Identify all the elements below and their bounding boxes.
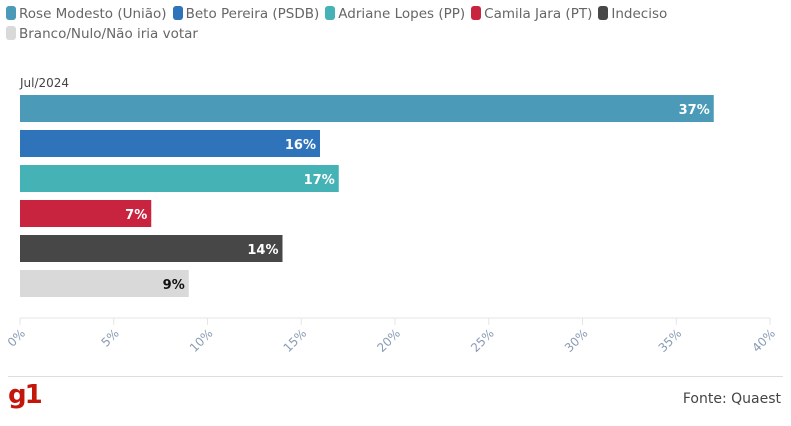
legend: Rose Modesto (União) Beto Pereira (PSDB) A… <box>6 4 706 44</box>
legend-label: Beto Pereira (PSDB) <box>185 6 320 22</box>
legend-label: Rose Modesto (União) <box>19 6 167 22</box>
x-tick-label: 30% <box>562 326 591 355</box>
data-label: 9% <box>163 278 185 293</box>
legend-swatch <box>6 6 16 20</box>
x-tick-label: 25% <box>468 326 497 355</box>
legend-swatch <box>325 6 336 20</box>
bar[interactable] <box>20 235 283 262</box>
x-tick-label: 15% <box>281 326 310 355</box>
data-label: 7% <box>125 208 147 223</box>
legend-label: Adriane Lopes (PP) <box>338 6 466 22</box>
legend-label: Indeciso <box>611 6 668 22</box>
data-label: 16% <box>285 138 316 153</box>
bar[interactable] <box>20 270 189 297</box>
x-tick-label: 5% <box>99 326 122 349</box>
legend-item[interactable]: Adriane Lopes (PP) <box>325 4 465 24</box>
legend-item[interactable]: Camila Jara (PT) <box>471 4 592 24</box>
legend-swatch <box>598 6 609 20</box>
legend-item[interactable]: Branco/Nulo/Não iria votar <box>6 24 198 44</box>
legend-item[interactable]: Rose Modesto (União) <box>6 4 167 24</box>
bar[interactable] <box>20 130 320 157</box>
data-label: 37% <box>679 103 710 118</box>
x-tick-label: 35% <box>656 326 685 355</box>
x-tick-label: 40% <box>749 326 778 355</box>
legend-item[interactable]: Beto Pereira (PSDB) <box>172 4 320 24</box>
legend-swatch <box>172 6 183 20</box>
g1-logo: g1 <box>8 380 43 410</box>
x-tick-label: 20% <box>374 326 403 355</box>
source-text: Fonte: Quaest <box>682 391 781 407</box>
x-tick-label: 0% <box>5 326 28 349</box>
bar[interactable] <box>20 95 714 122</box>
period-label: Jul/2024 <box>20 76 70 90</box>
legend-item[interactable]: Indeciso <box>598 4 667 24</box>
legend-label: Camila Jara (PT) <box>484 6 593 22</box>
divider <box>8 376 783 377</box>
bar[interactable] <box>20 165 339 192</box>
legend-label: Branco/Nulo/Não iria votar <box>19 26 198 42</box>
legend-swatch <box>6 26 16 40</box>
x-tick-label: 10% <box>187 326 216 355</box>
bar[interactable] <box>20 200 152 227</box>
data-label: 14% <box>247 243 278 258</box>
legend-swatch <box>471 6 482 20</box>
data-label: 17% <box>304 173 335 188</box>
